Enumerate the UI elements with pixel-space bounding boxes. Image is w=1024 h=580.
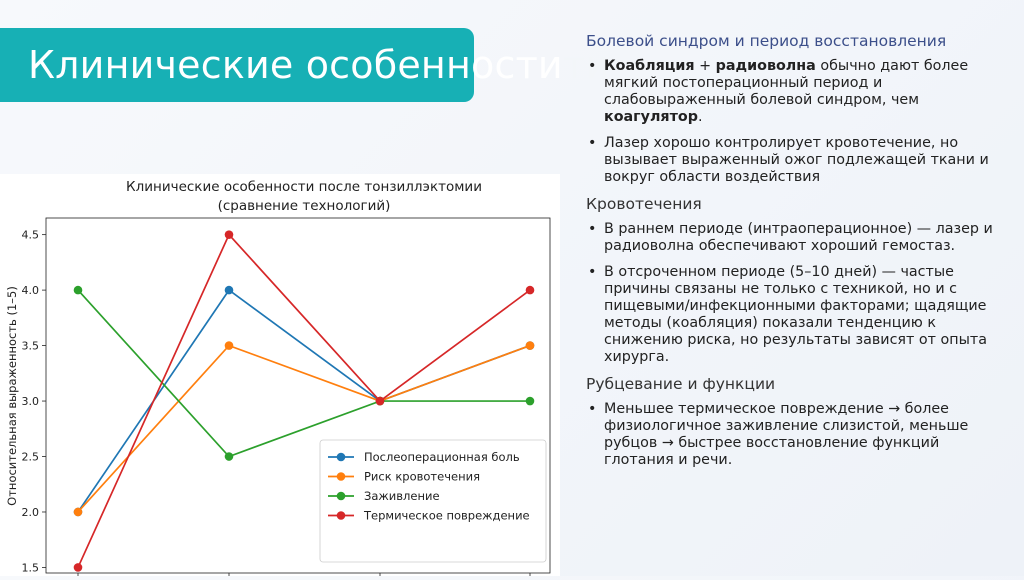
series-line-healing bbox=[77, 289, 530, 458]
bullet-dot: • bbox=[588, 58, 597, 74]
data-point-healing bbox=[73, 285, 83, 295]
data-point-bleeding bbox=[224, 341, 234, 350]
legend-marker-pain bbox=[336, 452, 346, 462]
text-plus: + bbox=[694, 58, 716, 74]
data-point-bleeding bbox=[73, 507, 83, 517]
data-point-thermal bbox=[375, 396, 385, 406]
text-period: . bbox=[697, 109, 703, 125]
slide-title-overflow: ти bbox=[562, 43, 611, 87]
y-tick-label: 1.5 bbox=[22, 561, 40, 574]
bullet-dot: • bbox=[588, 264, 597, 280]
section-heading-bleeding: Кровотечения bbox=[586, 195, 702, 213]
series-line-thermal bbox=[77, 233, 531, 568]
bullet-coblation: • Коабляция + радиоволна обычно дают бол… bbox=[586, 58, 1006, 126]
legend-label-pain: Послеоперационная боль bbox=[364, 450, 520, 464]
data-point-healing bbox=[224, 452, 234, 461]
data-point-healing bbox=[525, 396, 535, 406]
text-comparison: обычно дают более мягкий постоперационны… bbox=[604, 58, 969, 108]
bullet-early-text: В раннем периоде (интраоперационное) — л… bbox=[604, 221, 993, 254]
plot-frame bbox=[45, 217, 551, 574]
chart-title-line2: (сравнение технологий) bbox=[218, 198, 391, 214]
data-point-bleeding bbox=[525, 341, 535, 350]
bullet-scarring-text: Меньшее термическое повреждение → более … bbox=[604, 401, 969, 468]
data-point-thermal bbox=[224, 230, 234, 239]
content-column: Болевой синдром и период восстановления … bbox=[586, 32, 1006, 478]
bullet-laser: • Лазер хорошо контролирует кровотечение… bbox=[586, 135, 1006, 186]
term-coagulator: коагулятор bbox=[604, 109, 698, 125]
slide-title: Клинические особенностити bbox=[28, 43, 611, 87]
legend-box bbox=[319, 439, 547, 563]
legend-marker-thermal bbox=[336, 511, 346, 520]
data-point-thermal bbox=[73, 563, 83, 572]
term-coblation: Коабляция bbox=[604, 58, 695, 74]
y-axis-label: Относительная выраженность (1–5) bbox=[5, 286, 19, 506]
y-tick-label: 4.0 bbox=[22, 284, 40, 297]
chart-panel: Клинические особенности после тонзиллэкт… bbox=[0, 174, 560, 577]
legend-label-healing: Заживление bbox=[364, 489, 440, 503]
legend-label-thermal: Термическое повреждение bbox=[363, 509, 530, 523]
title-bar bbox=[0, 28, 474, 102]
bullet-delayed-bleeding: • В отсроченном периоде (5–10 дней) — ча… bbox=[586, 264, 1006, 366]
y-tick-label: 3.5 bbox=[22, 340, 40, 353]
legend-marker-bleeding bbox=[336, 472, 346, 481]
series-line-bleeding bbox=[77, 344, 531, 513]
section-heading-scarring: Рубцевание и функции bbox=[586, 375, 776, 393]
bullet-dot: • bbox=[588, 221, 597, 237]
legend-label-bleeding: Риск кровотечения bbox=[364, 470, 480, 484]
chart-title-line1: Клинические особенности после тонзиллэкт… bbox=[126, 179, 482, 195]
bullet-dot: • bbox=[588, 135, 597, 151]
data-point-thermal bbox=[525, 285, 535, 295]
bullet-scarring: • Меньшее термическое повреждение → боле… bbox=[586, 401, 1006, 469]
bullet-early-bleeding: • В раннем периоде (интраоперационное) —… bbox=[586, 221, 1006, 255]
section-heading-pain: Болевой синдром и период восстановления bbox=[586, 32, 947, 50]
bullet-dot: • bbox=[588, 401, 597, 417]
line-chart: Клинические особенности после тонзиллэкт… bbox=[5, 179, 551, 577]
y-tick-label: 2.0 bbox=[22, 506, 40, 519]
y-tick-label: 2.5 bbox=[22, 451, 40, 464]
data-point-pain bbox=[224, 285, 234, 295]
bullet-laser-text: Лазер хорошо контролирует кровотечение, … bbox=[604, 135, 989, 185]
y-tick-label: 4.5 bbox=[22, 229, 40, 242]
y-tick-label: 3.0 bbox=[22, 395, 40, 408]
bullet-delayed-text: В отсроченном периоде (5–10 дней) — част… bbox=[604, 264, 988, 365]
term-radiowave: радиоволна bbox=[715, 58, 816, 74]
legend-marker-healing bbox=[336, 491, 346, 501]
